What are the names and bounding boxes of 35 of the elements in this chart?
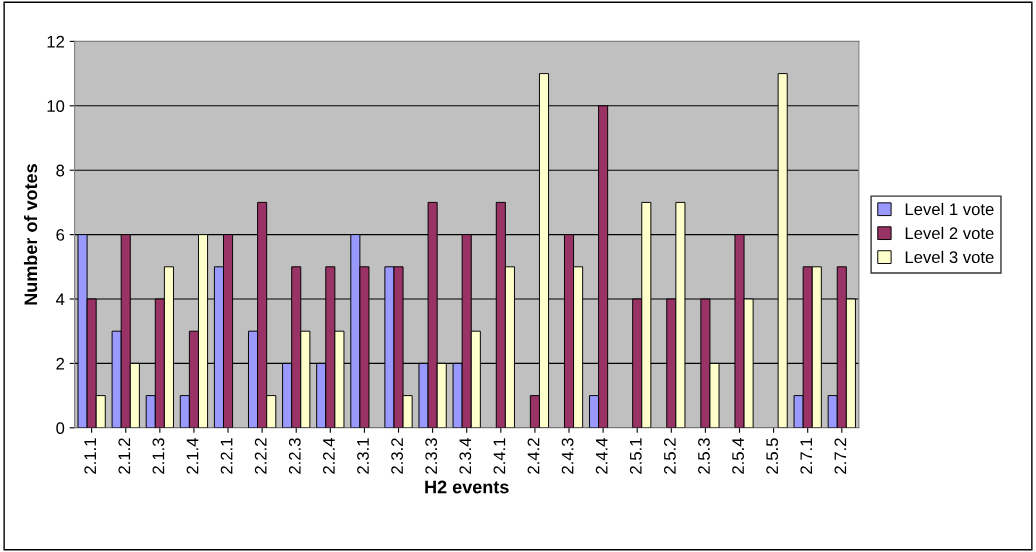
x-tick-label: 2.5.2 [663,438,676,474]
x-tick-label: 2.2.4 [323,438,335,474]
x-tick-label: 2.4.1 [493,438,506,474]
x-tick-label: 2.3.4 [459,438,472,474]
legend-label: Level 1 vote [905,202,994,216]
x-axis-title: H2 events [425,480,509,494]
y-tick-label: 2 [56,357,65,370]
y-tick-label: 6 [56,229,65,241]
x-tick-label: 2.2.1 [220,438,233,474]
y-tick-label: 10 [47,100,65,112]
y-tick-label: 12 [47,35,65,48]
x-tick-label: 2.2.3 [288,438,301,474]
x-tick-label: 2.1.2 [118,438,131,474]
legend-label: Level 2 vote [905,226,994,240]
x-tick-label: 2.5.1 [629,438,642,474]
x-tick-label: 2.1.3 [152,438,165,474]
x-tick-label: 2.5.3 [698,438,710,474]
y-tick-label: 0 [56,422,65,434]
legend-label: Level 3 vote [905,250,994,264]
x-tick-label: 2.4.4 [595,438,608,474]
y-axis-title: Number of votes [23,164,38,305]
x-tick-label: 2.4.2 [527,438,540,474]
x-tick-label: 2.3.3 [425,438,438,474]
x-tick-label: 2.7.1 [800,438,813,474]
x-tick-label: 2.5.4 [732,438,744,474]
y-tick-label: 4 [55,293,65,306]
y-tick-label: 8 [56,164,65,177]
x-tick-label: 2.1.4 [186,438,199,474]
x-tick-label: 2.3.2 [391,438,403,474]
x-tick-label: 2.2.2 [254,438,267,474]
x-tick-label: 2.5.5 [766,438,779,474]
x-tick-label: 2.3.1 [357,438,369,474]
x-tick-label: 2.1.1 [84,438,96,474]
x-tick-label: 2.7.2 [834,438,847,474]
x-tick-label: 2.4.3 [561,438,574,474]
